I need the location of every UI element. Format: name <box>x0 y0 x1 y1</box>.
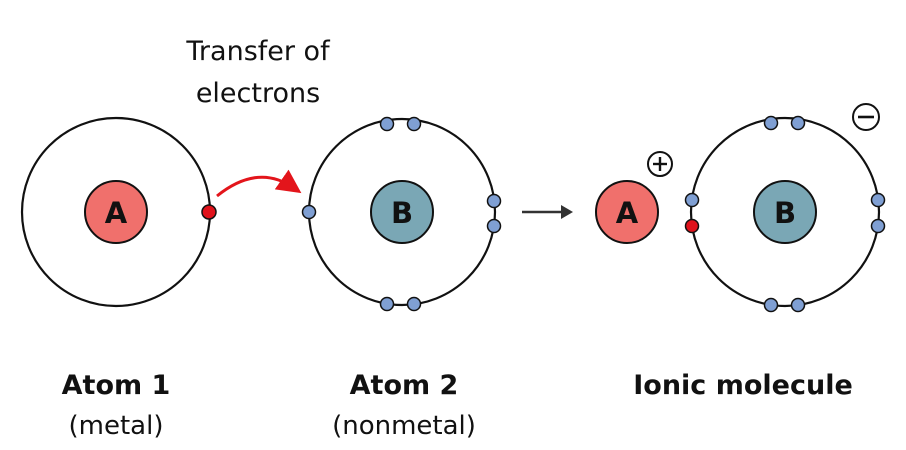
anion-electron <box>790 115 806 131</box>
anion-electron <box>763 297 779 313</box>
atom-2-electron <box>406 296 422 312</box>
cation-nucleus <box>595 180 659 244</box>
anion-nucleus <box>753 180 817 244</box>
atom-1-valence-electron <box>201 204 217 220</box>
anion-shell <box>689 116 881 308</box>
atom-1-caption-subtitle: (metal) <box>69 411 164 441</box>
atom-2-electron <box>301 204 317 220</box>
transfer-arrow <box>216 169 302 198</box>
atom-2-electron <box>379 116 395 132</box>
atom-1-nucleus <box>84 180 148 244</box>
atom-2-electron <box>486 218 502 234</box>
anion-electron <box>790 297 806 313</box>
atom-2-caption-title: Atom 2 <box>350 370 459 401</box>
atom-2-nucleus-label: B <box>391 196 413 230</box>
cation-nucleus-label: A <box>616 196 639 230</box>
atom-1-nucleus-label: A <box>105 196 128 230</box>
anion-nucleus-label: B <box>774 196 796 230</box>
transfer-label-line1: Transfer of <box>185 36 331 67</box>
atom-2-caption-subtitle: (nonmetal) <box>332 411 476 441</box>
atom-2-nucleus <box>370 180 434 244</box>
anion-electron <box>763 115 779 131</box>
reaction-arrow <box>522 205 573 219</box>
atom-2: B <box>301 116 502 312</box>
atom-2-electron <box>379 296 395 312</box>
minus-charge-icon <box>852 103 880 131</box>
ionic-molecule: A B <box>595 103 886 313</box>
atom-1: A <box>20 116 217 308</box>
anion-electron <box>684 192 700 208</box>
atom-1-caption-title: Atom 1 <box>62 370 171 401</box>
atom-2-electron <box>406 116 422 132</box>
atom-2-electron <box>486 193 502 209</box>
transfer-label-line2: electrons <box>196 78 320 109</box>
anion-transferred-electron <box>684 218 700 234</box>
anion-electron <box>870 192 886 208</box>
ionic-molecule-caption-title: Ionic molecule <box>633 370 853 401</box>
plus-charge-icon <box>647 151 673 177</box>
anion-electron <box>870 218 886 234</box>
